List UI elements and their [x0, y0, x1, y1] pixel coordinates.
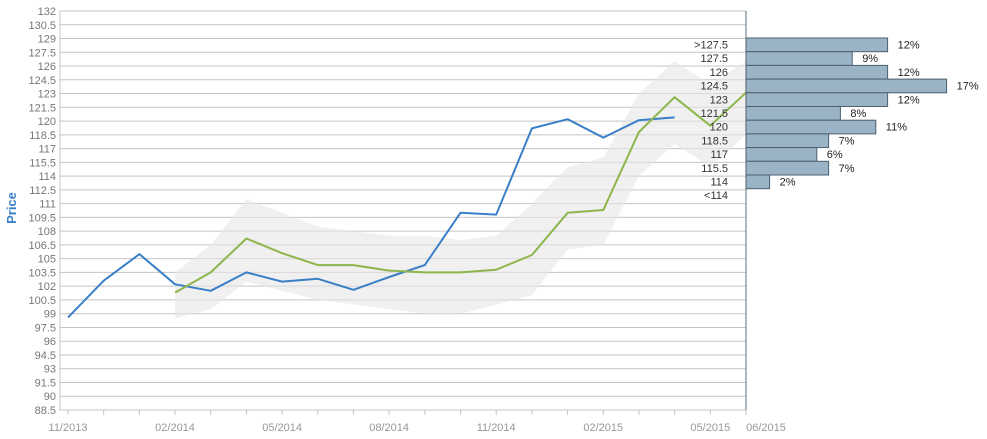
y-tick-label: 91.5 [35, 377, 56, 389]
y-tick-label: 94.5 [35, 350, 56, 362]
histogram-value-label: 7% [839, 163, 855, 175]
histogram-category-label: 117 [710, 149, 728, 161]
x-tick-label: 05/2015 [690, 422, 730, 434]
y-axis: 88.5 90 91.593 94.5 96 97.599 100.5 102 103.5105… [28, 6, 56, 417]
histogram-category-label: 121.5 [700, 108, 728, 120]
x-tick-label: 02/2014 [155, 422, 195, 434]
histogram-value-label: 12% [898, 67, 920, 79]
histogram-value-label: 11% [886, 122, 907, 134]
histogram-category-label: 123 [710, 94, 728, 106]
y-tick-label: 99 [44, 309, 56, 321]
histogram-value-label: 7% [839, 135, 855, 147]
y-tick-label: 121.5 [28, 102, 56, 114]
y-tick-label: 114 [38, 171, 56, 183]
histogram-value-label: 12% [898, 40, 920, 52]
band-area [175, 61, 747, 319]
histogram-bar [745, 160, 830, 176]
y-tick-label: 97.5 [35, 322, 56, 334]
histogram-bar [745, 106, 841, 121]
x-tick-label: 08/2014 [369, 422, 409, 434]
histogram-value-label: 6% [827, 149, 843, 161]
histogram-bar [745, 64, 889, 80]
histogram-category-label: >127.5 [694, 40, 728, 52]
distribution-histogram: >127.5 12% 127.5 9% 126 12% 124.5 17% 123 12% 121.… [694, 37, 979, 202]
y-tick-label: 96 [44, 336, 56, 348]
y-tick-label: 129 [38, 34, 56, 46]
histogram-category-label: 120 [710, 122, 728, 134]
histogram-bar [745, 147, 818, 162]
histogram-value-label: 2% [780, 177, 796, 189]
x-tick-label: 11/2013 [49, 422, 88, 434]
y-tick-label: 88.5 [35, 405, 56, 417]
grid-lines [59, 10, 747, 411]
x-tick-label: 11/2014 [477, 422, 516, 434]
x-tick-label: 06/2015 [746, 422, 786, 434]
y-tick-label: 132 [38, 6, 56, 18]
y-tick-label: 103.5 [28, 267, 56, 279]
y-tick-label: 102 [38, 281, 56, 293]
histogram-category-label: 118.5 [701, 135, 728, 147]
x-tick-label: 05/2014 [262, 422, 302, 434]
y-tick-label: 90 [44, 391, 56, 403]
y-tick-label: 108 [38, 226, 56, 238]
y-tick-label: 111 [39, 199, 56, 211]
y-tick-label: 127.5 [28, 47, 56, 59]
histogram-bar [745, 174, 771, 190]
forecast-line [174, 91, 747, 294]
y-tick-label: 120 [38, 116, 56, 128]
confidence-band [175, 61, 747, 319]
histogram-category-label: 124.5 [700, 81, 728, 93]
y-tick-label: 118.5 [29, 130, 56, 142]
y-tick-label: 109.5 [28, 212, 56, 224]
x-axis: 11/2013 02/2014 05/2014 08/2014 11/2014 02/20… [49, 410, 786, 434]
histogram-value-label: 12% [898, 94, 920, 106]
histogram-category-label: 127.5 [700, 53, 728, 65]
histogram-bar [745, 51, 853, 66]
y-tick-label: 130.5 [28, 20, 56, 32]
y-tick-label: 126 [38, 61, 56, 73]
y-tick-label: 105 [38, 254, 56, 266]
histogram-bar [745, 119, 877, 135]
histogram-category-label: 115.5 [701, 163, 728, 175]
histogram-value-label: 9% [862, 53, 878, 65]
y-tick-label: 106.5 [28, 240, 56, 252]
y-tick-label: 100.5 [28, 295, 56, 307]
histogram-value-label: 8% [850, 108, 866, 120]
histogram-bar [745, 78, 948, 94]
histogram-category-label: <114 [704, 190, 728, 202]
y-tick-label: 123 [38, 89, 56, 101]
y-tick-label: 115.5 [29, 157, 56, 169]
histogram-value-label: 17% [957, 81, 979, 93]
histogram-bar [745, 37, 889, 53]
histogram-category-label: 114 [710, 177, 728, 189]
y-axis-label: Price [4, 192, 19, 224]
histogram-bar [745, 133, 830, 149]
y-tick-label: 117 [38, 144, 56, 156]
histogram-bar [745, 92, 889, 108]
price-line [67, 116, 675, 319]
histogram-category-label: 126 [710, 67, 728, 79]
x-tick-label: 02/2015 [583, 422, 623, 434]
series-lines [67, 91, 747, 319]
y-tick-label: 124.5 [28, 75, 56, 87]
y-tick-label: 112.5 [29, 185, 56, 197]
y-tick-label: 93 [44, 364, 56, 376]
